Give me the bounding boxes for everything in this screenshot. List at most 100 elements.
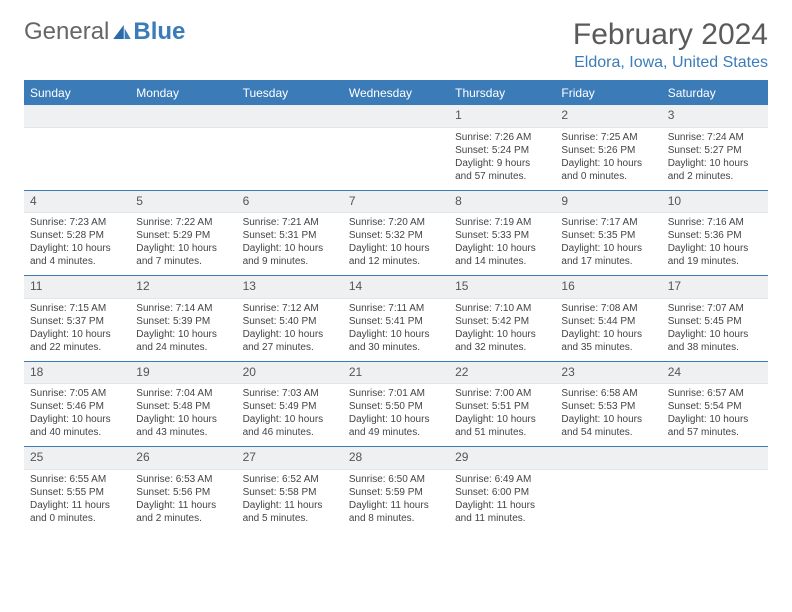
- daylight-text: Daylight: 10 hours and 7 minutes.: [136, 242, 230, 268]
- day-body: Sunrise: 6:55 AMSunset: 5:55 PMDaylight:…: [24, 470, 130, 532]
- day-cell: [24, 105, 130, 191]
- day-body-empty: [24, 128, 130, 190]
- weekday-header: Wednesday: [343, 82, 449, 105]
- week-row: 18Sunrise: 7:05 AMSunset: 5:46 PMDayligh…: [24, 361, 768, 447]
- location-text: Eldora, Iowa, United States: [573, 54, 768, 72]
- daylight-text: Daylight: 10 hours and 57 minutes.: [668, 413, 762, 439]
- week-row: 1Sunrise: 7:26 AMSunset: 5:24 PMDaylight…: [24, 105, 768, 191]
- weekday-header: Tuesday: [237, 82, 343, 105]
- header: General Blue February 2024 Eldora, Iowa,…: [24, 18, 768, 72]
- sunrise-text: Sunrise: 6:58 AM: [561, 387, 655, 400]
- day-cell: 1Sunrise: 7:26 AMSunset: 5:24 PMDaylight…: [449, 105, 555, 191]
- day-number: 7: [343, 191, 449, 214]
- daylight-text: Daylight: 10 hours and 30 minutes.: [349, 328, 443, 354]
- day-number-empty: [555, 447, 661, 470]
- day-body: Sunrise: 7:21 AMSunset: 5:31 PMDaylight:…: [237, 213, 343, 275]
- daylight-text: Daylight: 10 hours and 22 minutes.: [30, 328, 124, 354]
- day-body: Sunrise: 7:20 AMSunset: 5:32 PMDaylight:…: [343, 213, 449, 275]
- day-body: Sunrise: 7:05 AMSunset: 5:46 PMDaylight:…: [24, 384, 130, 446]
- day-cell: 4Sunrise: 7:23 AMSunset: 5:28 PMDaylight…: [24, 190, 130, 276]
- day-body: Sunrise: 6:58 AMSunset: 5:53 PMDaylight:…: [555, 384, 661, 446]
- day-number: 27: [237, 447, 343, 470]
- day-cell: 19Sunrise: 7:04 AMSunset: 5:48 PMDayligh…: [130, 361, 236, 447]
- day-number: 22: [449, 362, 555, 385]
- day-number: 28: [343, 447, 449, 470]
- daylight-text: Daylight: 10 hours and 32 minutes.: [455, 328, 549, 354]
- sunrise-text: Sunrise: 6:57 AM: [668, 387, 762, 400]
- sunset-text: Sunset: 5:40 PM: [243, 315, 337, 328]
- day-cell: 14Sunrise: 7:11 AMSunset: 5:41 PMDayligh…: [343, 276, 449, 362]
- sunrise-text: Sunrise: 6:53 AM: [136, 473, 230, 486]
- day-cell: 7Sunrise: 7:20 AMSunset: 5:32 PMDaylight…: [343, 190, 449, 276]
- sunrise-text: Sunrise: 7:12 AM: [243, 302, 337, 315]
- day-number: 17: [662, 276, 768, 299]
- day-number: 29: [449, 447, 555, 470]
- daylight-text: Daylight: 10 hours and 27 minutes.: [243, 328, 337, 354]
- day-body: Sunrise: 7:26 AMSunset: 5:24 PMDaylight:…: [449, 128, 555, 190]
- daylight-text: Daylight: 10 hours and 49 minutes.: [349, 413, 443, 439]
- day-cell: 18Sunrise: 7:05 AMSunset: 5:46 PMDayligh…: [24, 361, 130, 447]
- day-body: Sunrise: 7:19 AMSunset: 5:33 PMDaylight:…: [449, 213, 555, 275]
- daylight-text: Daylight: 10 hours and 51 minutes.: [455, 413, 549, 439]
- day-body: Sunrise: 7:10 AMSunset: 5:42 PMDaylight:…: [449, 299, 555, 361]
- day-number: 6: [237, 191, 343, 214]
- day-cell: 17Sunrise: 7:07 AMSunset: 5:45 PMDayligh…: [662, 276, 768, 362]
- daylight-text: Daylight: 9 hours and 57 minutes.: [455, 157, 549, 183]
- day-number: 8: [449, 191, 555, 214]
- day-number-empty: [343, 105, 449, 128]
- weekday-header: Saturday: [662, 82, 768, 105]
- sunset-text: Sunset: 5:50 PM: [349, 400, 443, 413]
- day-body: Sunrise: 7:04 AMSunset: 5:48 PMDaylight:…: [130, 384, 236, 446]
- day-number: 19: [130, 362, 236, 385]
- day-number-empty: [24, 105, 130, 128]
- sunset-text: Sunset: 5:46 PM: [30, 400, 124, 413]
- sunrise-text: Sunrise: 6:52 AM: [243, 473, 337, 486]
- day-cell: 13Sunrise: 7:12 AMSunset: 5:40 PMDayligh…: [237, 276, 343, 362]
- day-number: 26: [130, 447, 236, 470]
- day-cell: 12Sunrise: 7:14 AMSunset: 5:39 PMDayligh…: [130, 276, 236, 362]
- day-cell: 2Sunrise: 7:25 AMSunset: 5:26 PMDaylight…: [555, 105, 661, 191]
- day-body: Sunrise: 6:53 AMSunset: 5:56 PMDaylight:…: [130, 470, 236, 532]
- day-number: 24: [662, 362, 768, 385]
- day-cell: 27Sunrise: 6:52 AMSunset: 5:58 PMDayligh…: [237, 447, 343, 532]
- day-cell: 22Sunrise: 7:00 AMSunset: 5:51 PMDayligh…: [449, 361, 555, 447]
- sunrise-text: Sunrise: 7:17 AM: [561, 216, 655, 229]
- day-number: 1: [449, 105, 555, 128]
- daylight-text: Daylight: 10 hours and 40 minutes.: [30, 413, 124, 439]
- day-cell: 29Sunrise: 6:49 AMSunset: 6:00 PMDayligh…: [449, 447, 555, 532]
- day-body: Sunrise: 7:24 AMSunset: 5:27 PMDaylight:…: [662, 128, 768, 190]
- calendar-table: Sunday Monday Tuesday Wednesday Thursday…: [24, 82, 768, 532]
- daylight-text: Daylight: 10 hours and 54 minutes.: [561, 413, 655, 439]
- sunrise-text: Sunrise: 7:05 AM: [30, 387, 124, 400]
- daylight-text: Daylight: 10 hours and 38 minutes.: [668, 328, 762, 354]
- sunset-text: Sunset: 6:00 PM: [455, 486, 549, 499]
- sunset-text: Sunset: 5:49 PM: [243, 400, 337, 413]
- sunset-text: Sunset: 5:41 PM: [349, 315, 443, 328]
- daylight-text: Daylight: 10 hours and 4 minutes.: [30, 242, 124, 268]
- sunset-text: Sunset: 5:45 PM: [668, 315, 762, 328]
- daylight-text: Daylight: 11 hours and 5 minutes.: [243, 499, 337, 525]
- title-block: February 2024 Eldora, Iowa, United State…: [573, 18, 768, 72]
- sunset-text: Sunset: 5:56 PM: [136, 486, 230, 499]
- daylight-text: Daylight: 11 hours and 0 minutes.: [30, 499, 124, 525]
- day-body: Sunrise: 7:12 AMSunset: 5:40 PMDaylight:…: [237, 299, 343, 361]
- sunset-text: Sunset: 5:55 PM: [30, 486, 124, 499]
- day-cell: 20Sunrise: 7:03 AMSunset: 5:49 PMDayligh…: [237, 361, 343, 447]
- day-body-empty: [662, 470, 768, 532]
- month-title: February 2024: [573, 18, 768, 52]
- daylight-text: Daylight: 11 hours and 11 minutes.: [455, 499, 549, 525]
- weekday-header: Thursday: [449, 82, 555, 105]
- daylight-text: Daylight: 11 hours and 2 minutes.: [136, 499, 230, 525]
- daylight-text: Daylight: 10 hours and 19 minutes.: [668, 242, 762, 268]
- day-number-empty: [237, 105, 343, 128]
- sunrise-text: Sunrise: 7:00 AM: [455, 387, 549, 400]
- day-number-empty: [130, 105, 236, 128]
- sunrise-text: Sunrise: 7:24 AM: [668, 131, 762, 144]
- day-number: 23: [555, 362, 661, 385]
- day-cell: 21Sunrise: 7:01 AMSunset: 5:50 PMDayligh…: [343, 361, 449, 447]
- day-cell: 8Sunrise: 7:19 AMSunset: 5:33 PMDaylight…: [449, 190, 555, 276]
- sunrise-text: Sunrise: 7:04 AM: [136, 387, 230, 400]
- day-body: Sunrise: 7:01 AMSunset: 5:50 PMDaylight:…: [343, 384, 449, 446]
- sunset-text: Sunset: 5:35 PM: [561, 229, 655, 242]
- logo-text-general: General: [24, 18, 109, 46]
